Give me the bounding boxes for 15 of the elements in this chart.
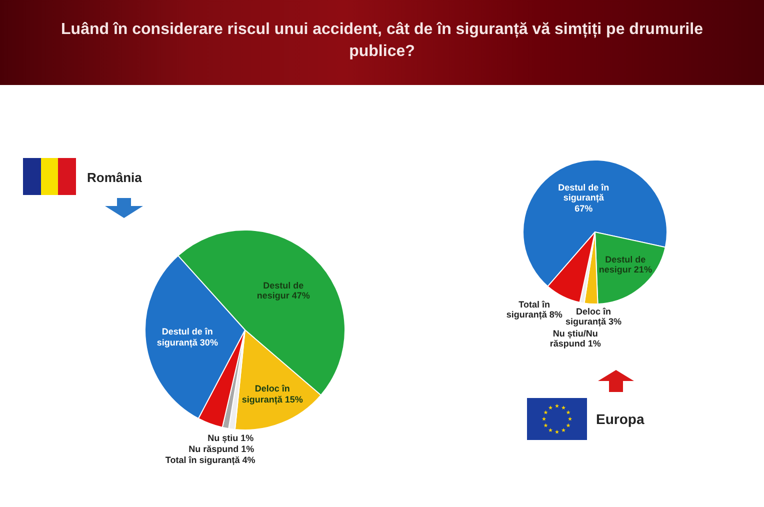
- slice-label: Nu răspund 1%: [188, 443, 254, 454]
- chart-subtitle: România: [87, 170, 142, 185]
- slice-label: Nu știu/Nu răspund 1%: [550, 328, 601, 350]
- slice-label: Deloc în siguranță 3%: [566, 306, 622, 328]
- slice-label: Destul de în siguranță: [558, 182, 610, 203]
- slice-label: Destul de nesigur 47%: [256, 280, 310, 302]
- text: Luând în considerare riscul unui accident, cât de în siguranță vă simțiți pe drumurile publice?: [61, 21, 703, 60]
- data-label: 67%: [574, 203, 593, 214]
- slice-label: Destul de în siguranță 30%: [156, 326, 218, 348]
- text: Europa: [596, 411, 644, 427]
- slice-label: Deloc în siguranță 15%: [242, 384, 303, 405]
- slice-label: Nu știu 1%: [208, 432, 254, 443]
- slice-label: Total în siguranță 4%: [165, 454, 256, 466]
- slice-label: Total în siguranță 8%: [506, 299, 562, 320]
- slice-label: Destul de nesigur 21%: [598, 254, 652, 276]
